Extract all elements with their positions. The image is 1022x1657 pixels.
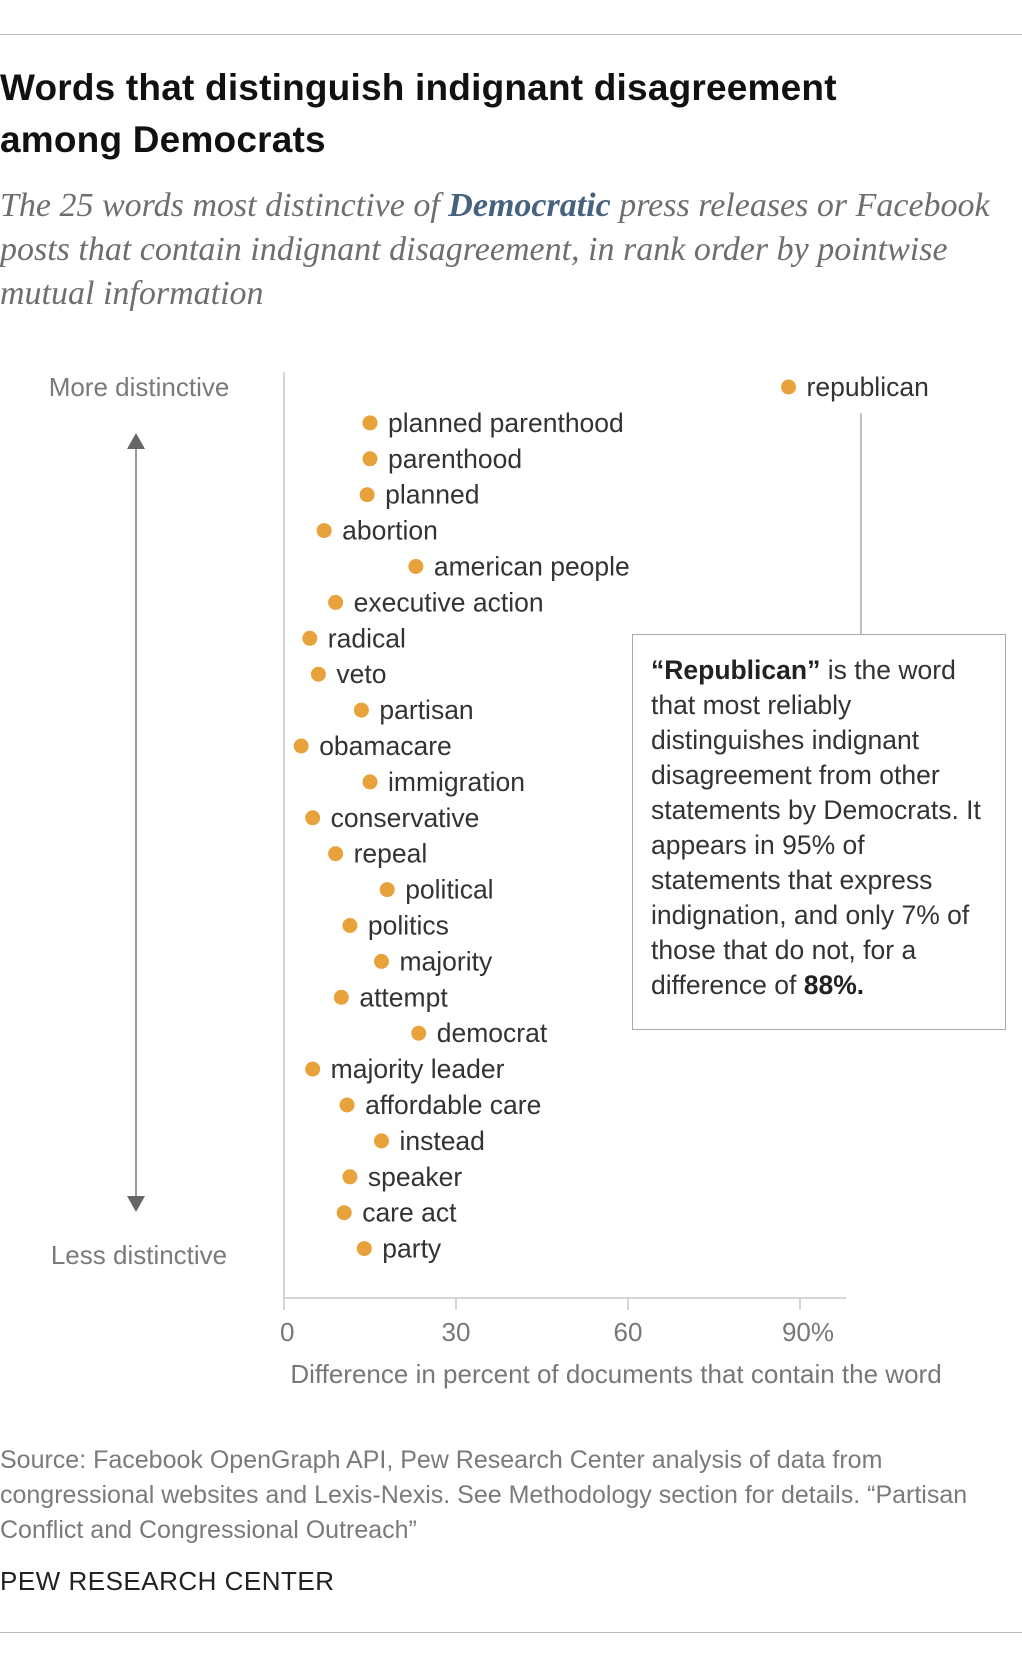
data-point xyxy=(362,451,378,467)
data-label: instead xyxy=(399,1126,484,1156)
rank-arrow-down-icon xyxy=(127,1196,145,1212)
annotation-text: is the word that most reliably distingui… xyxy=(651,655,981,1000)
data-label: radical xyxy=(328,623,406,653)
data-label: veto xyxy=(336,659,386,689)
bottom-rule xyxy=(0,1632,1022,1633)
data-point xyxy=(336,1205,352,1221)
data-point xyxy=(379,882,395,898)
data-label: obamacare xyxy=(319,731,452,761)
subtitle-text-start: The 25 words most distinctive of xyxy=(0,187,449,224)
data-label: planned parenthood xyxy=(388,408,624,438)
data-label: planned xyxy=(385,480,479,510)
data-point xyxy=(339,1097,355,1113)
annotation-bold-value: 88%. xyxy=(803,970,865,1000)
rank-arrow-up-icon xyxy=(127,433,145,449)
subtitle-text-end: press releases or Facebook posts that co… xyxy=(0,187,990,312)
data-point xyxy=(305,1061,321,1077)
data-label: executive action xyxy=(354,587,544,617)
chart-subtitle: The 25 words most distinctive of Democra… xyxy=(0,184,990,316)
scatter-chart: 0 30 60 90% Difference in percent of documen… xyxy=(49,372,942,1389)
data-point xyxy=(316,523,332,539)
data-point xyxy=(293,738,309,754)
data-label: attempt xyxy=(359,982,448,1012)
data-label: majority xyxy=(399,946,493,976)
data-label: republican xyxy=(807,372,929,402)
y-label-more-distinctive: More distinctive xyxy=(49,372,230,402)
subtitle-emphasis: Democratic xyxy=(448,187,611,224)
data-label: immigration xyxy=(388,767,525,797)
x-tick-label: 60 xyxy=(614,1317,643,1347)
data-label: care act xyxy=(362,1198,457,1228)
x-tick-label: 30 xyxy=(442,1317,471,1347)
data-point xyxy=(310,666,326,682)
data-point xyxy=(359,487,375,503)
data-point xyxy=(305,810,321,826)
data-label: democrat xyxy=(437,1018,548,1048)
data-point xyxy=(408,559,424,574)
data-point xyxy=(362,774,378,790)
data-point xyxy=(781,379,797,395)
data-point xyxy=(373,1133,389,1149)
x-tick-label: 0 xyxy=(280,1317,294,1347)
data-point xyxy=(333,989,349,1005)
data-point xyxy=(362,415,378,431)
data-label: party xyxy=(382,1234,442,1264)
brand-logo-text: PEW RESEARCH CENTER xyxy=(0,1566,335,1596)
data-point xyxy=(353,702,369,718)
data-label: majority leader xyxy=(331,1054,505,1084)
data-label: speaker xyxy=(368,1162,462,1192)
data-label: affordable care xyxy=(365,1090,541,1120)
top-rule xyxy=(0,34,1022,35)
data-point xyxy=(302,630,318,646)
data-point xyxy=(342,1169,358,1185)
data-label: politics xyxy=(368,911,449,941)
annotation-bold-word: “Republican” xyxy=(651,655,821,685)
data-label: partisan xyxy=(379,695,473,725)
data-label: abortion xyxy=(342,516,438,546)
data-label: parenthood xyxy=(388,444,522,474)
data-point xyxy=(328,594,344,610)
chart-title: Words that distinguish indignant disagre… xyxy=(0,67,837,160)
data-label: american people xyxy=(434,552,630,582)
data-point xyxy=(356,1241,372,1257)
data-point xyxy=(373,953,389,969)
x-axis-title: Difference in percent of documents that … xyxy=(290,1359,941,1389)
data-point xyxy=(328,846,344,862)
data-point xyxy=(411,1025,427,1041)
data-label: repeal xyxy=(354,839,428,869)
data-label: conservative xyxy=(331,803,480,833)
x-tick-label: 90% xyxy=(782,1317,834,1347)
data-point xyxy=(342,918,358,933)
source-note: Source: Facebook OpenGraph API, Pew Rese… xyxy=(0,1446,968,1544)
data-label: political xyxy=(405,875,493,905)
y-label-less-distinctive: Less distinctive xyxy=(51,1240,227,1270)
annotation-box: “Republican” is the word that most relia… xyxy=(632,634,1006,1030)
